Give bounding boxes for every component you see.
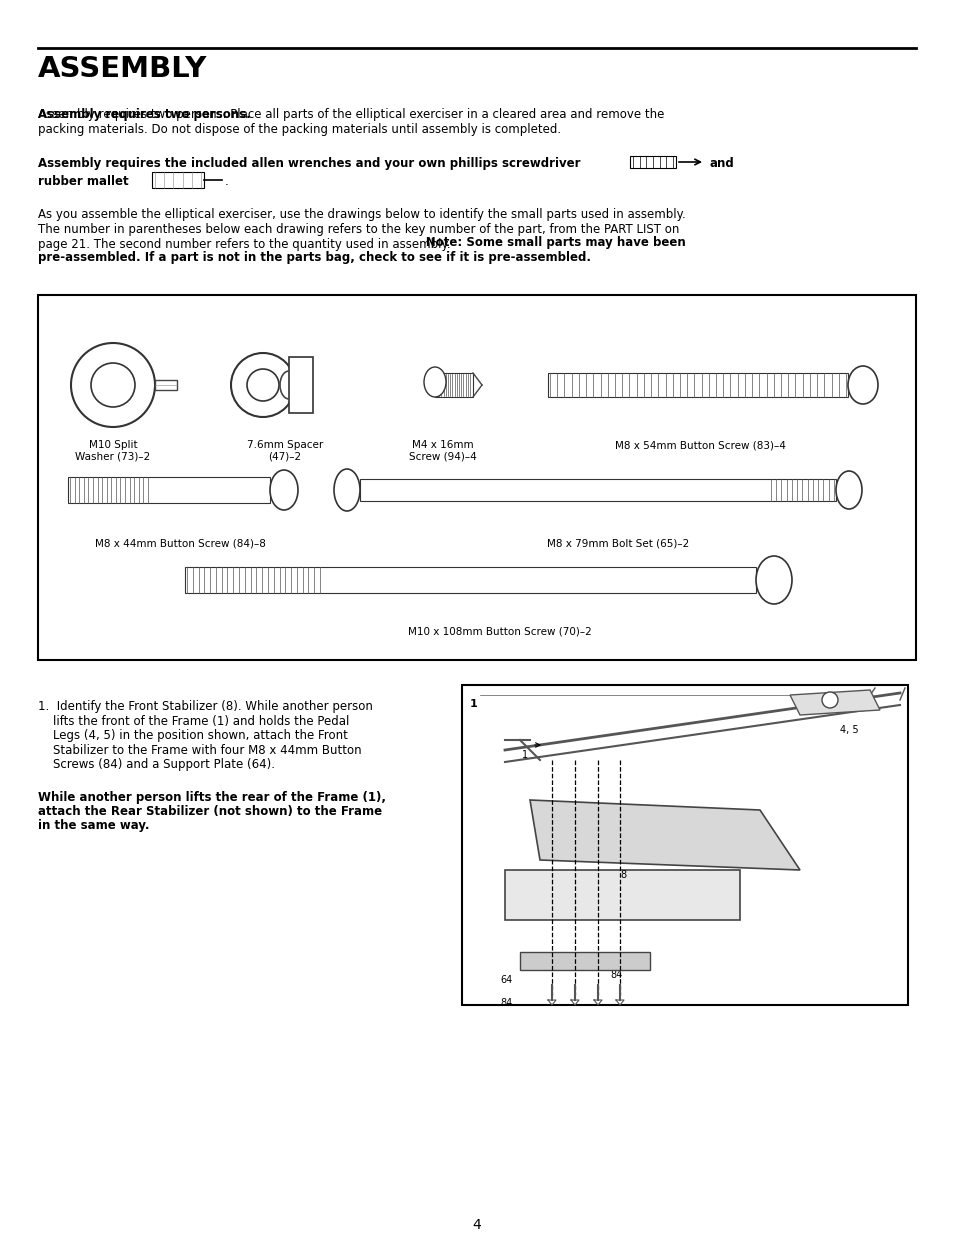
Text: 1: 1: [470, 699, 477, 709]
Bar: [461, 685, 907, 1005]
Text: in the same way.: in the same way.: [38, 819, 150, 833]
Polygon shape: [530, 800, 800, 870]
Text: and: and: [709, 157, 734, 170]
Text: 1.  Identify the Front Stabilizer (8). While another person: 1. Identify the Front Stabilizer (8). Wh…: [38, 700, 373, 712]
Circle shape: [231, 353, 294, 418]
Text: 1: 1: [521, 750, 528, 760]
Text: While another person lifts the rear of the Frame (1),: While another person lifts the rear of t…: [38, 790, 386, 804]
Text: M10 Split
Washer (73)–2: M10 Split Washer (73)–2: [75, 440, 151, 462]
Circle shape: [71, 343, 154, 427]
Text: Stabilizer to the Frame with four M8 x 44mm Button: Stabilizer to the Frame with four M8 x 4…: [38, 743, 361, 757]
Text: M8 x 54mm Button Screw (83)–4: M8 x 54mm Button Screw (83)–4: [614, 440, 784, 450]
Circle shape: [91, 363, 135, 406]
Bar: [629, 156, 676, 169]
Text: 4: 4: [472, 1218, 481, 1232]
Text: ASSEMBLY: ASSEMBLY: [38, 55, 207, 83]
Ellipse shape: [423, 367, 446, 396]
Circle shape: [821, 693, 837, 707]
Text: M10 x 108mm Button Screw (70)–2: M10 x 108mm Button Screw (70)–2: [408, 626, 591, 636]
Bar: [154, 380, 177, 390]
Polygon shape: [504, 870, 740, 921]
Text: Legs (4, 5) in the position shown, attach the Front: Legs (4, 5) in the position shown, attac…: [38, 729, 348, 742]
Bar: [435, 373, 473, 396]
Ellipse shape: [755, 556, 791, 603]
Text: Assembly requires two persons. Place all parts of the elliptical exerciser in a : Assembly requires two persons. Place all…: [38, 108, 663, 136]
Text: M8 x 79mm Bolt Set (65)–2: M8 x 79mm Bolt Set (65)–2: [546, 538, 688, 548]
Bar: [289, 357, 313, 413]
Text: lifts the front of the Frame (1) and holds the Pedal: lifts the front of the Frame (1) and hol…: [38, 715, 349, 727]
Text: Assembly requires the included allen wrenches and your own phillips screwdriver: Assembly requires the included allen wre…: [38, 157, 579, 170]
Text: Assembly requires two persons.: Assembly requires two persons.: [38, 108, 251, 121]
Text: 4, 5: 4, 5: [840, 725, 858, 735]
Text: M4 x 16mm
Screw (94)–4: M4 x 16mm Screw (94)–4: [409, 440, 476, 462]
Bar: [519, 952, 649, 970]
Bar: [547, 373, 847, 396]
Text: attach the Rear Stabilizer (not shown) to the Frame: attach the Rear Stabilizer (not shown) t…: [38, 805, 382, 818]
Text: 7.6mm Spacer
(47)–2: 7.6mm Spacer (47)–2: [247, 440, 323, 462]
Text: 64: 64: [499, 975, 512, 985]
Ellipse shape: [334, 470, 359, 510]
Text: Note: Some small parts may have been
pre-assembled. If a part is not in the part: Note: Some small parts may have been pre…: [38, 235, 685, 264]
Ellipse shape: [270, 470, 297, 510]
Bar: [68, 477, 270, 503]
Text: 84: 84: [499, 997, 512, 1009]
Bar: [185, 567, 755, 593]
Ellipse shape: [847, 366, 877, 404]
Text: .: .: [225, 175, 229, 188]
Text: 84: 84: [609, 970, 621, 980]
Text: M8 x 44mm Button Screw (84)–8: M8 x 44mm Button Screw (84)–8: [94, 538, 265, 548]
Bar: [152, 172, 204, 188]
Text: 8: 8: [619, 870, 625, 880]
Polygon shape: [789, 690, 879, 715]
Circle shape: [247, 369, 278, 401]
Text: Screws (84) and a Support Plate (64).: Screws (84) and a Support Plate (64).: [38, 758, 274, 771]
Bar: [38, 295, 915, 660]
Bar: [359, 479, 835, 501]
Text: As you assemble the elliptical exerciser, use the drawings below to identify the: As you assemble the elliptical exerciser…: [38, 208, 685, 252]
Text: rubber mallet: rubber mallet: [38, 175, 129, 188]
Ellipse shape: [835, 471, 862, 509]
